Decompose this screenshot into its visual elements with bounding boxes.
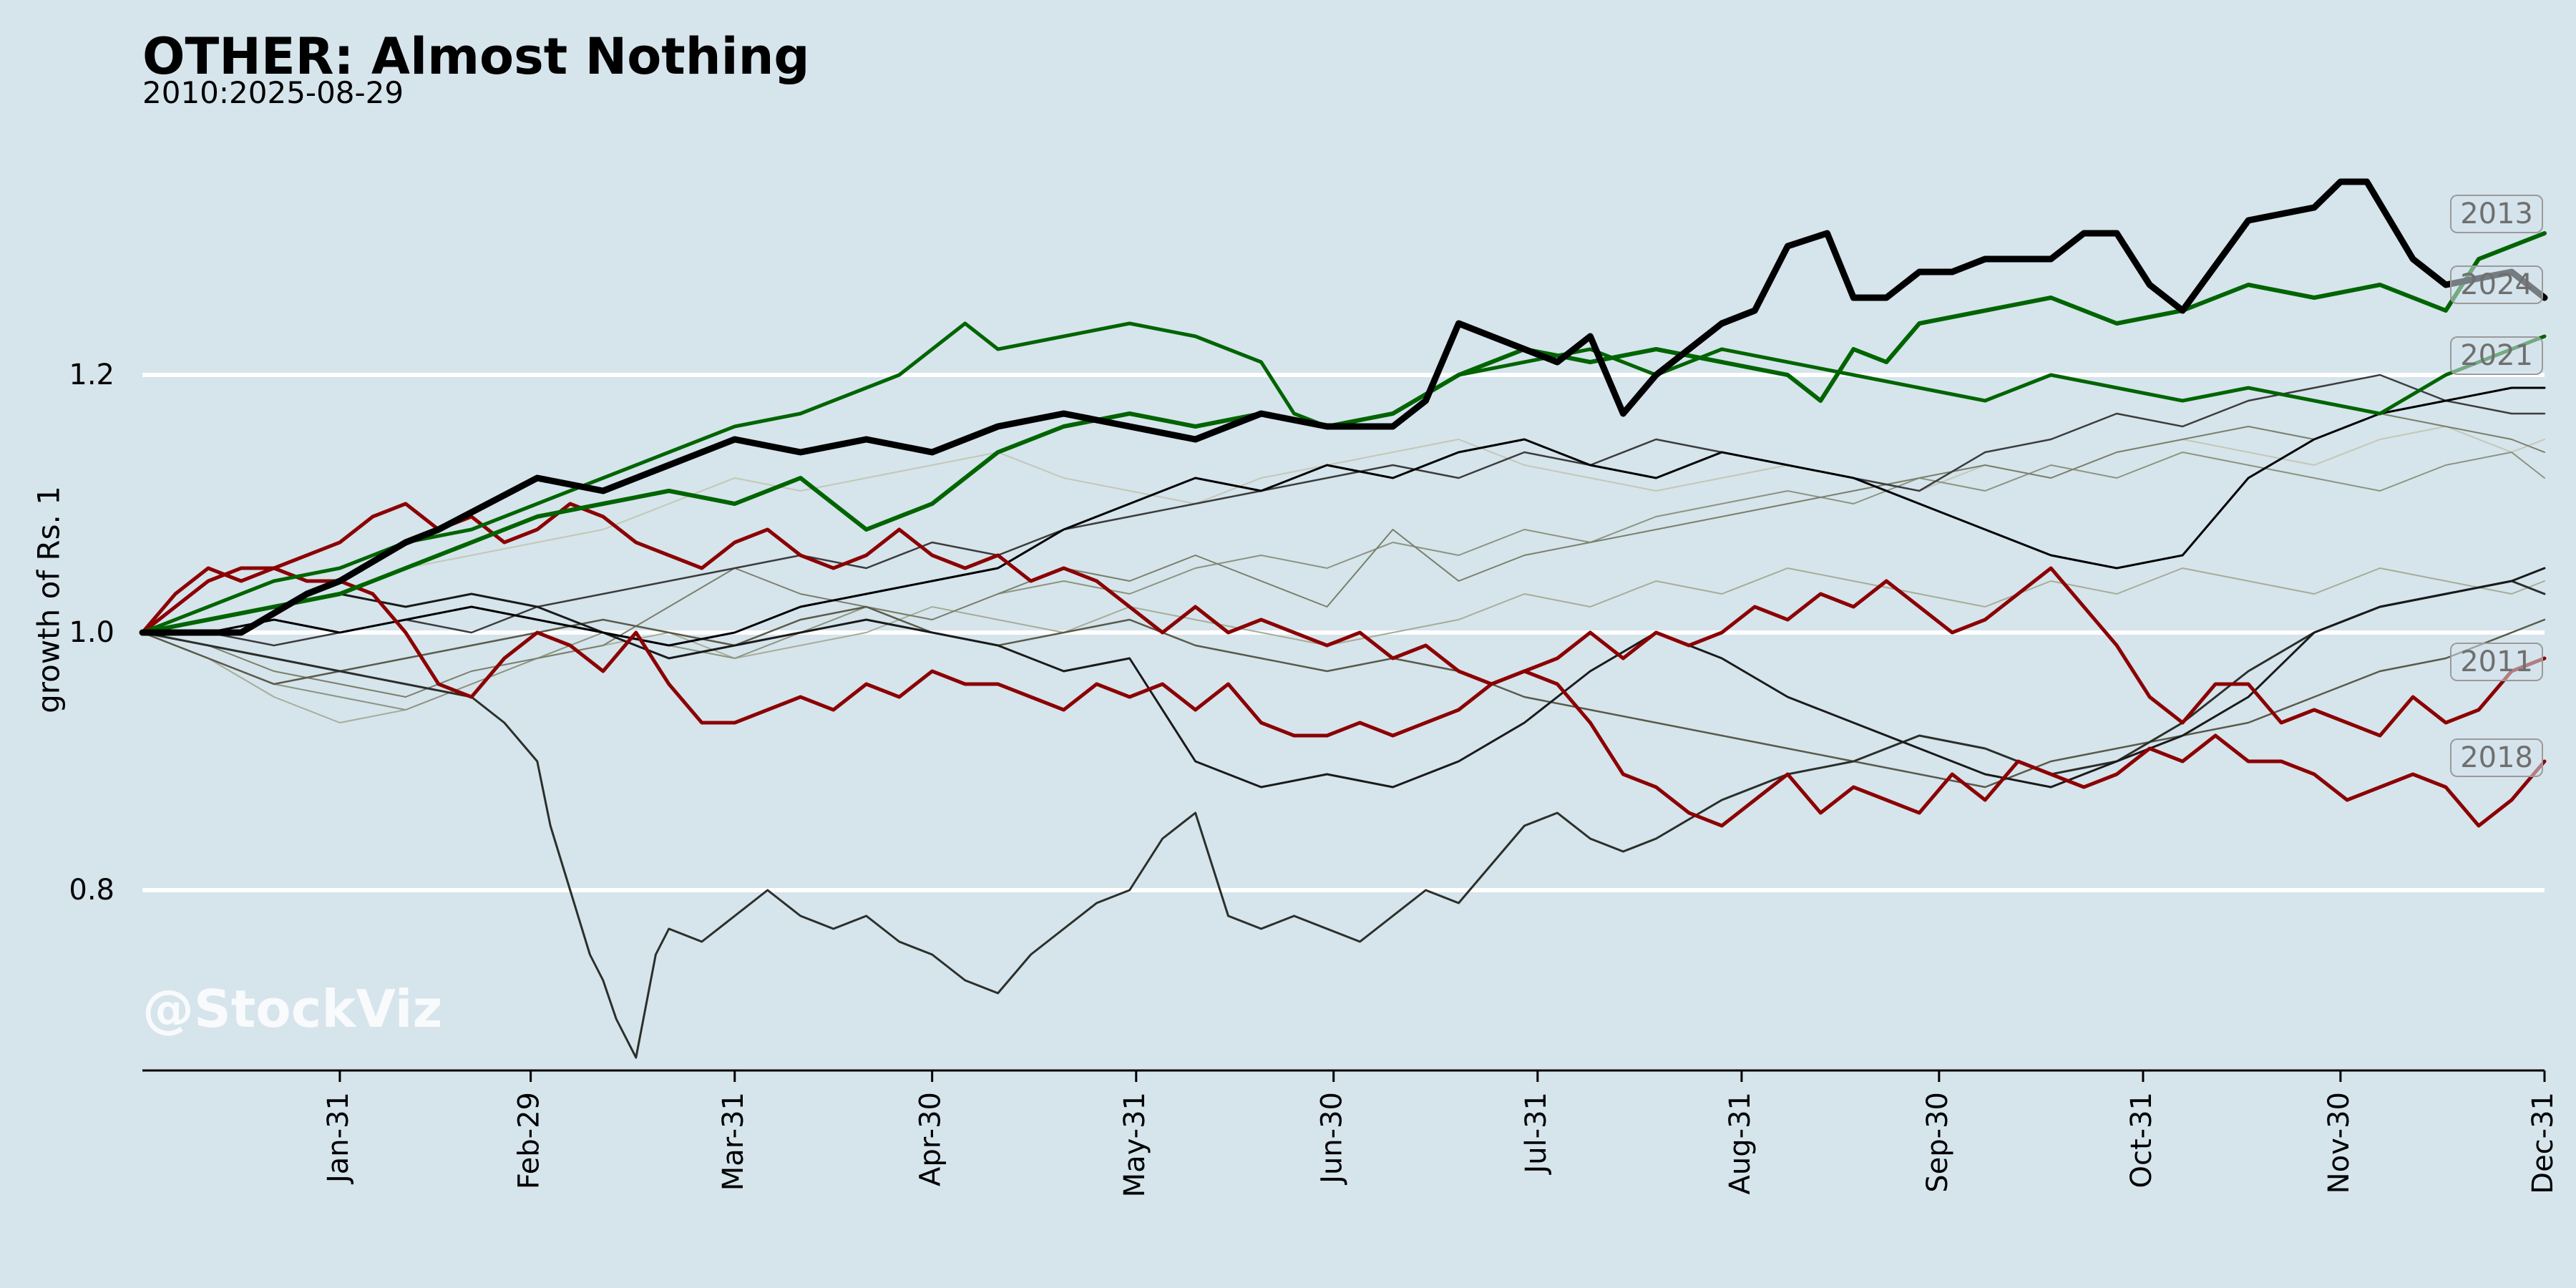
x-tick-label: Feb-29 (513, 1092, 546, 1189)
year-label-2021: 2021 (2450, 336, 2543, 375)
year-label-2018: 2018 (2450, 738, 2543, 777)
x-tick-label: Sep-30 (1921, 1092, 1954, 1193)
series-line-8 (141, 374, 2546, 647)
series-line-9 (141, 605, 2546, 789)
year-label-2011: 2011 (2450, 643, 2543, 682)
watermark: @StockViz (142, 979, 443, 1039)
x-tick-label: May-31 (1118, 1092, 1151, 1197)
series-line-11 (142, 452, 2545, 711)
x-tick-label: Nov-30 (2323, 1092, 2356, 1194)
x-tick-label: Jun-30 (1316, 1092, 1349, 1186)
chart-title: OTHER: Almost Nothing (142, 27, 810, 86)
series-line-12 (142, 567, 2545, 723)
series-line-2011 (140, 566, 2547, 738)
x-tick-label: Apr-30 (914, 1092, 947, 1186)
x-tick-label: Mar-31 (717, 1092, 750, 1191)
series-line-6 (141, 567, 2546, 789)
series-line-10 (142, 413, 2545, 698)
x-tick-label: Dec-31 (2527, 1092, 2560, 1194)
series-line-2013 (139, 178, 2548, 636)
y-tick-label: 1.2 (69, 358, 114, 391)
x-tick-label: Jan-31 (322, 1092, 355, 1185)
x-tick-label: Jul-31 (1520, 1092, 1553, 1176)
y-tick-label: 1.0 (69, 616, 114, 649)
series-line-2018 (140, 502, 2547, 828)
x-tick-label: Oct-31 (2125, 1092, 2158, 1189)
x-tick-label: Aug-31 (1724, 1092, 1757, 1194)
chart-subtitle: 2010:2025-08-29 (142, 75, 404, 110)
y-tick-label: 0.8 (69, 874, 114, 907)
year-label-2013: 2013 (2450, 195, 2543, 233)
year-label-2024: 2024 (2450, 265, 2543, 304)
series-line-5 (141, 386, 2546, 647)
y-axis-label: growth of Rs. 1 (31, 486, 67, 713)
series-line-2024 (140, 231, 2547, 635)
series-line-2021 (140, 321, 2547, 635)
series-line-7 (141, 580, 2546, 1059)
